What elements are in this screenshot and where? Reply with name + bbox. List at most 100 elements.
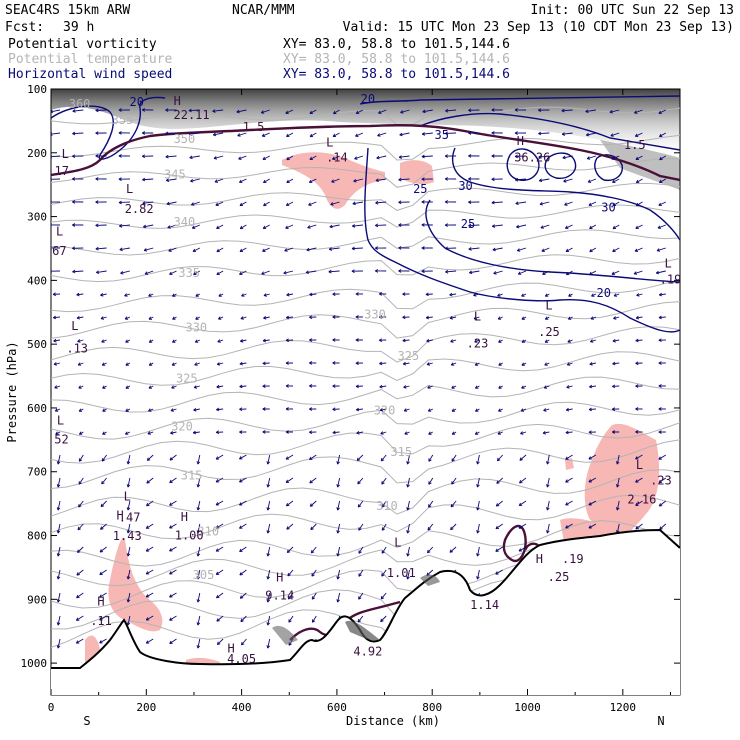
wind-vector-head — [285, 430, 289, 434]
wind-vector-head — [240, 339, 244, 343]
wind-vector-head — [565, 430, 569, 435]
wind-speed-contour — [506, 148, 540, 181]
extremum-label: L — [545, 299, 552, 313]
wind-vector — [449, 316, 457, 319]
wind-vector-head — [427, 385, 431, 389]
wind-vector — [267, 454, 271, 465]
wind-vector-head — [468, 154, 472, 158]
wind-vector — [495, 500, 503, 507]
wind-vector — [197, 638, 201, 649]
wind-speed-contour — [425, 199, 680, 283]
wind-vector-head — [635, 502, 639, 506]
wind-vector — [239, 362, 247, 365]
wind-vector — [306, 247, 317, 251]
x-tick-label: 1000 — [514, 701, 541, 714]
wind-vector — [263, 293, 270, 297]
wind-vector-head — [352, 201, 356, 206]
wind-vector-head — [126, 576, 131, 580]
wind-vector — [636, 178, 643, 184]
wind-vector-head — [517, 271, 522, 275]
wind-vector-head — [521, 316, 525, 320]
wind-vector — [72, 132, 84, 135]
wind-vector-head — [146, 457, 151, 461]
wind-vector-head — [236, 109, 240, 114]
wind-vector-head — [655, 270, 660, 275]
wind-vector — [519, 454, 527, 461]
wind-vector — [337, 454, 341, 465]
wind-vector — [477, 500, 480, 511]
wind-vector-head — [146, 502, 150, 507]
theta-contour — [51, 401, 680, 440]
wind-vector — [613, 316, 620, 320]
wind-vector-head — [428, 431, 432, 435]
wind-vector — [262, 224, 270, 229]
wind-vector — [169, 592, 177, 598]
wind-vector — [585, 109, 596, 112]
wind-vector-head — [444, 177, 448, 181]
wind-vector-head — [495, 571, 499, 575]
legend-wind-name: Horizontal wind speed — [8, 67, 172, 82]
wind-vector — [539, 178, 550, 182]
wind-vector-head — [95, 177, 99, 181]
wind-vector-head — [56, 553, 61, 557]
wind-vector — [329, 224, 340, 228]
wind-vector-head — [567, 316, 572, 320]
wind-vector-head — [475, 385, 479, 389]
wind-vector — [77, 339, 84, 343]
wind-speed-label: 30 — [601, 200, 615, 214]
wind-vector — [193, 408, 200, 411]
wind-vector — [357, 500, 364, 508]
wind-vector-head — [216, 594, 220, 599]
wind-vector-head — [305, 270, 309, 275]
wind-vector-head — [568, 293, 572, 297]
pink-patch-upper-right — [400, 160, 434, 185]
y-tick-label: 400 — [27, 274, 47, 287]
wind-vector — [51, 155, 61, 158]
wind-vector-head — [514, 131, 518, 135]
wind-vector-head — [398, 223, 402, 227]
wind-vector-head — [659, 179, 663, 184]
wind-vector-head — [542, 430, 547, 435]
wind-vector — [144, 270, 154, 275]
wind-vector-head — [287, 572, 291, 577]
theta-contour-label: 335 — [178, 266, 200, 280]
wind-vector — [635, 477, 643, 483]
extremum-label: L — [57, 414, 64, 428]
wind-vector-head — [444, 246, 449, 251]
wind-vector-head — [239, 502, 243, 506]
wind-vector-head — [266, 553, 271, 557]
wind-vector — [468, 247, 480, 250]
wind-speed-contour — [364, 147, 680, 333]
wind-vector — [402, 339, 410, 342]
wind-vector — [307, 224, 317, 229]
wind-vector-head — [120, 270, 124, 275]
wind-vector — [407, 523, 410, 534]
wind-vector — [566, 270, 573, 276]
wind-vector — [659, 132, 667, 137]
wind-vector — [565, 224, 573, 229]
wind-vector-head — [191, 202, 195, 206]
wind-vector-head — [196, 553, 201, 557]
wind-vector-head — [309, 292, 313, 297]
wind-vector — [189, 132, 200, 135]
wind-vector-head — [658, 361, 662, 365]
wind-vector-head — [266, 530, 271, 534]
wind-vector-head — [169, 571, 173, 575]
wind-vector-head — [240, 316, 244, 320]
wind-vector-head — [402, 315, 406, 320]
x-tick-label: 1200 — [610, 701, 637, 714]
wind-vector — [309, 132, 317, 138]
wind-vector-head — [328, 247, 333, 251]
wind-vector-head — [520, 408, 525, 412]
wind-vector-head — [546, 484, 550, 488]
extremum-label: 2.16 — [627, 493, 656, 507]
wind-vector-head — [148, 339, 153, 343]
wind-vector — [77, 546, 84, 553]
wind-vector-head — [308, 179, 313, 183]
wind-vector — [428, 454, 434, 462]
wind-vector — [239, 569, 247, 576]
wind-vector-head — [311, 596, 316, 600]
wind-vector-head — [426, 549, 431, 554]
wind-vector — [496, 477, 504, 484]
wind-vector — [635, 523, 643, 530]
